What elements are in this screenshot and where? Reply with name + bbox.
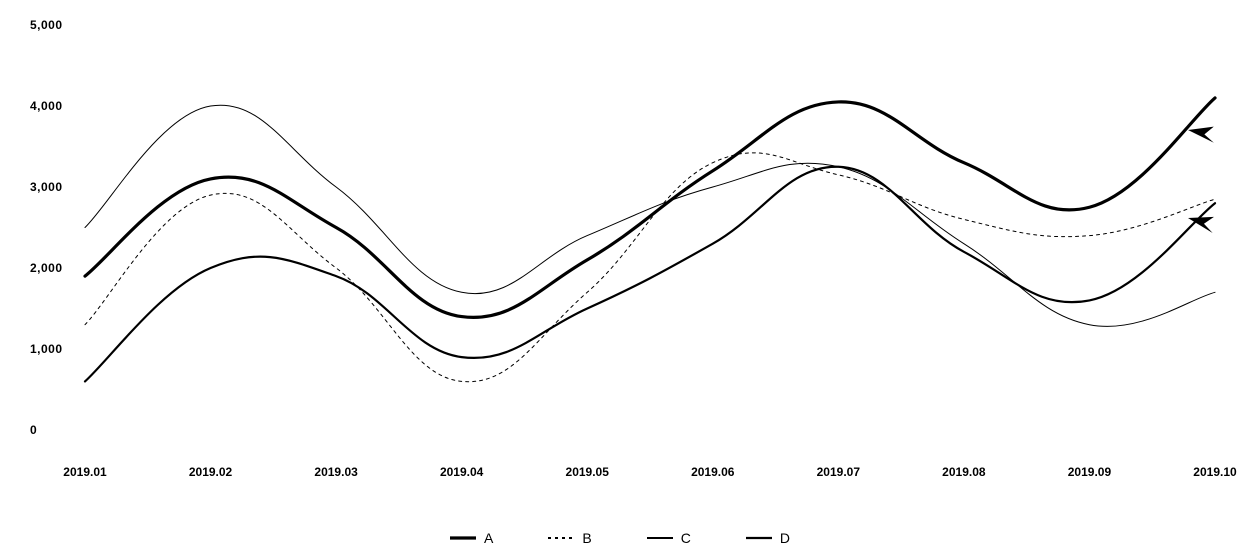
x-tick-label: 2019.09 [1068, 465, 1111, 479]
y-tick-label: 3,000 [30, 180, 63, 194]
legend-swatch [647, 532, 673, 544]
x-tick-label: 2019.06 [691, 465, 734, 479]
line-chart: A B C D 0 1,000 2,000 3,000 4,000 5,000 2019.01 20… [0, 0, 1240, 560]
x-tick-label: 2019.05 [566, 465, 609, 479]
plot-svg [0, 0, 1240, 560]
x-tick-label: 2019.02 [189, 465, 232, 479]
legend-label: B [582, 530, 591, 546]
legend-item-D: D [746, 530, 790, 546]
legend-item-C: C [647, 530, 691, 546]
x-tick-label: 2019.07 [817, 465, 860, 479]
legend-item-B: B [548, 530, 591, 546]
legend-label: A [484, 530, 493, 546]
x-tick-label: 2019.10 [1193, 465, 1236, 479]
y-tick-label: 4,000 [30, 99, 63, 113]
legend-label: C [681, 530, 691, 546]
legend-swatch [450, 532, 476, 544]
x-tick-label: 2019.08 [942, 465, 985, 479]
y-tick-label: 0 [30, 423, 37, 437]
x-tick-label: 2019.04 [440, 465, 483, 479]
x-tick-label: 2019.03 [314, 465, 357, 479]
series-D [85, 167, 1215, 382]
legend-swatch [548, 532, 574, 544]
legend-swatch [746, 532, 772, 544]
y-tick-label: 1,000 [30, 342, 63, 356]
y-tick-label: 2,000 [30, 261, 63, 275]
x-tick-label: 2019.01 [63, 465, 106, 479]
legend-label: D [780, 530, 790, 546]
y-tick-label: 5,000 [30, 18, 63, 32]
series-A [85, 98, 1215, 318]
series-B [85, 153, 1215, 382]
legend-item-A: A [450, 530, 493, 546]
legend: A B C D [0, 530, 1240, 546]
